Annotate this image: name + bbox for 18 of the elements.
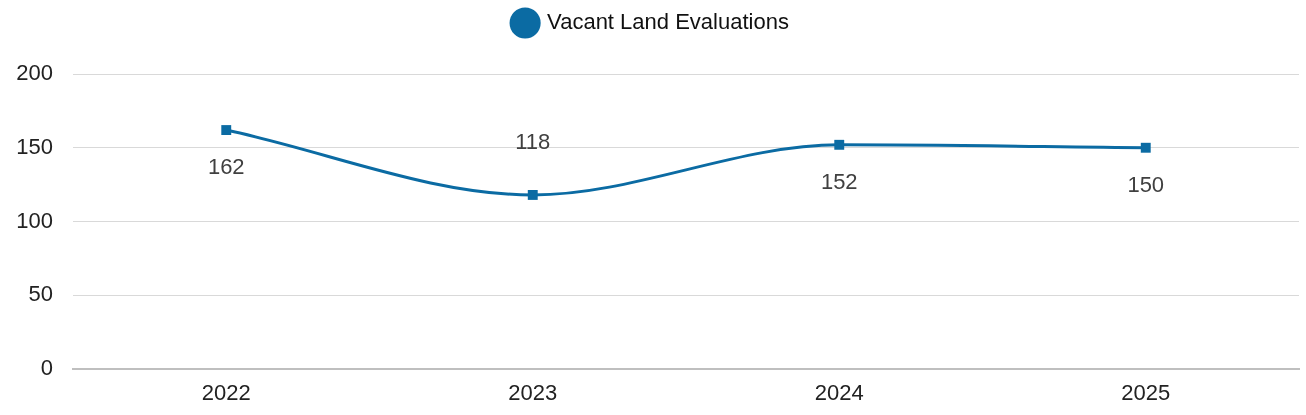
y-tick-label: 100 (16, 207, 53, 233)
point (834, 139, 845, 150)
point (221, 125, 232, 135)
y-tick-label: 150 (16, 133, 53, 159)
y-tick-label: 50 (28, 281, 53, 307)
data-label: 150 (1127, 171, 1165, 197)
x-tick-label: 2022 (201, 380, 251, 406)
x-tick-label: 2025 (1121, 380, 1171, 406)
data-label: 118 (515, 129, 551, 155)
data-label: 152 (820, 168, 858, 194)
legend-label: Vacant Land Evaluations (547, 9, 789, 35)
y-tick-label: 0 (40, 355, 53, 381)
point (527, 190, 538, 200)
data-label: 162 (207, 154, 245, 180)
x-tick-label: 2024 (814, 380, 864, 406)
y-tick-label: 200 (16, 60, 53, 86)
x-tick-label: 2023 (508, 380, 558, 406)
point (1140, 142, 1151, 153)
